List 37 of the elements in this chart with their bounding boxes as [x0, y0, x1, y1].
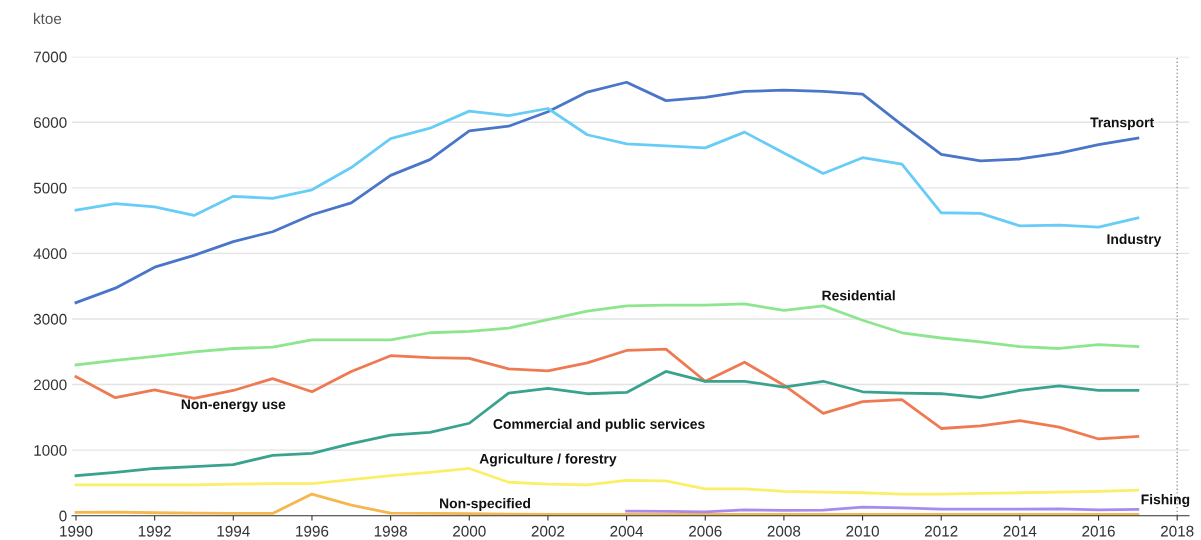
x-tick-label: 2010: [846, 525, 879, 537]
y-axis-title: ktoe: [34, 12, 62, 25]
series-label: Non-energy use: [181, 399, 286, 413]
line-series: [74, 467, 1140, 496]
x-tick-label: 1996: [296, 525, 329, 537]
x-tick-label: 2006: [689, 525, 722, 537]
x-tick-label: 1998: [374, 525, 407, 537]
x-tick-label: 2018: [1160, 525, 1194, 537]
x-tick-label: 2004: [610, 525, 644, 537]
series-label: Commercial and public services: [493, 418, 705, 432]
x-tick-label: 2008: [767, 525, 801, 537]
series-label: Industry: [1107, 233, 1162, 247]
y-tick-label: 0: [59, 510, 67, 522]
series-label: Non-specified: [440, 498, 531, 512]
series-label: Fishing: [1141, 494, 1190, 508]
x-tick-label: 2002: [531, 525, 565, 537]
series-label: Residential: [822, 290, 895, 301]
y-tick-label: 7000: [34, 51, 67, 63]
y-tick-label: 5000: [33, 182, 67, 194]
y-tick-label: 2000: [33, 379, 67, 391]
x-tick-label: 1990: [60, 525, 93, 537]
x-tick-label: 1992: [138, 525, 171, 537]
y-tick-label: 3000: [33, 313, 67, 325]
x-tick-label: 1994: [217, 525, 250, 537]
x-tick-label: 2016: [1082, 525, 1115, 537]
x-tick-label: 2014: [1003, 525, 1037, 537]
line-series: [74, 370, 1140, 478]
series-label: Agriculture / forestry: [479, 453, 617, 467]
y-tick-label: 6000: [33, 117, 67, 128]
line-series: [74, 347, 1140, 441]
series-label: Transport: [1090, 117, 1154, 131]
line-series: [74, 302, 1140, 367]
line-series: [74, 492, 1140, 516]
y-tick-label: 4000: [33, 248, 67, 260]
x-tick-label: 2012: [925, 525, 958, 537]
x-tick-label: 2000: [453, 525, 486, 537]
y-tick-label: 1000: [34, 445, 67, 456]
